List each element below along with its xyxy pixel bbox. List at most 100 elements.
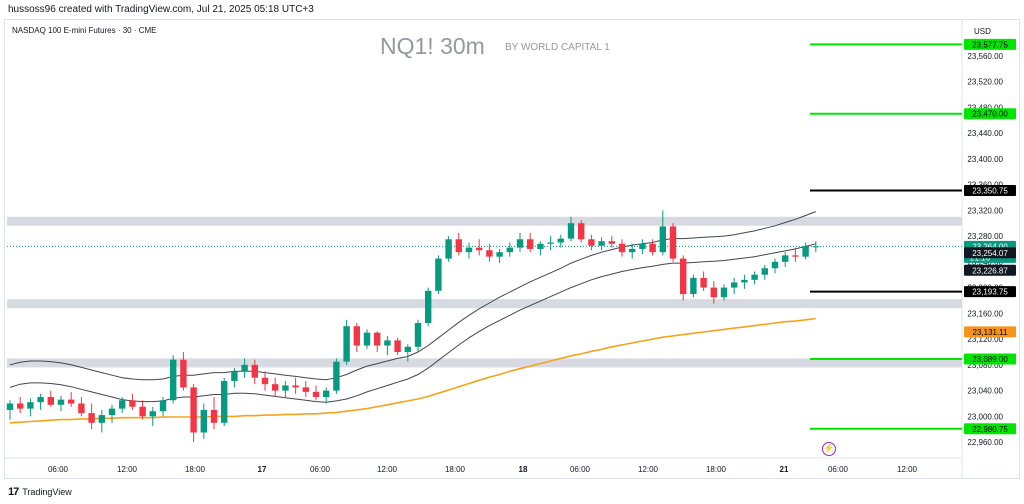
candle-body bbox=[210, 409, 218, 423]
candle-body bbox=[27, 402, 34, 409]
candle-body bbox=[812, 246, 819, 248]
tradingview-logo-text: TradingView bbox=[22, 487, 72, 497]
candle-body bbox=[435, 258, 442, 291]
candle-body bbox=[221, 380, 228, 423]
candle-body bbox=[394, 340, 401, 352]
level-price-tag-bg bbox=[964, 108, 1016, 120]
candle bbox=[496, 248, 503, 264]
candle bbox=[404, 344, 411, 362]
candle-body bbox=[782, 255, 789, 262]
candle bbox=[414, 319, 422, 352]
price-tick-label: 23,520.00 bbox=[967, 78, 1003, 87]
candle-body bbox=[465, 247, 473, 253]
candle-body bbox=[445, 239, 452, 259]
candle-body bbox=[190, 387, 197, 433]
sr-zone bbox=[7, 299, 962, 309]
lightning-alert-icon[interactable]: ⚡ bbox=[822, 442, 836, 456]
candle bbox=[649, 239, 656, 256]
time-tick-label: 18:00 bbox=[185, 465, 206, 474]
candle-body bbox=[261, 377, 269, 385]
candle-body bbox=[527, 239, 534, 249]
level-price-tag-bg bbox=[964, 353, 1016, 365]
time-tick-label: 17 bbox=[258, 465, 267, 474]
candle bbox=[455, 232, 462, 256]
candles bbox=[6, 210, 819, 443]
price-tick-label: 23,040.00 bbox=[967, 387, 1003, 396]
candle bbox=[639, 239, 646, 255]
price-tick-label: 23,320.00 bbox=[967, 206, 1003, 215]
currency-label[interactable]: USD bbox=[974, 27, 991, 36]
level-price-tag-bg bbox=[964, 185, 1016, 197]
candle-body bbox=[761, 268, 768, 275]
candle bbox=[690, 274, 697, 298]
candle-body bbox=[302, 387, 309, 392]
candle-body bbox=[231, 371, 238, 381]
candle-body bbox=[88, 413, 95, 423]
indicator-lines bbox=[9, 211, 816, 424]
candle bbox=[527, 232, 534, 253]
price-tick-label: 23,440.00 bbox=[967, 129, 1003, 138]
candle bbox=[282, 380, 289, 398]
candle bbox=[129, 393, 136, 410]
support-resistance-zones bbox=[7, 216, 962, 368]
candle-body bbox=[139, 406, 146, 417]
time-axis[interactable]: 06:00 12:00 18:00 17 06:00 12:00 18:00 18 06:00 1… bbox=[5, 457, 962, 474]
time-tick-label: 06:00 bbox=[570, 465, 591, 474]
candle-body bbox=[78, 403, 85, 414]
candle-body bbox=[251, 364, 258, 378]
candle-body bbox=[292, 385, 299, 388]
candle bbox=[302, 380, 309, 398]
candle bbox=[394, 337, 401, 356]
level-price-tag-bg bbox=[964, 423, 1016, 435]
candle-body bbox=[425, 290, 432, 323]
candle bbox=[761, 265, 768, 280]
candle-body bbox=[710, 287, 717, 298]
candle-body bbox=[771, 261, 779, 269]
candle bbox=[333, 358, 340, 394]
candle bbox=[782, 252, 789, 267]
candle bbox=[751, 271, 758, 285]
candle bbox=[547, 236, 554, 251]
horizontal-levels[interactable] bbox=[7, 43, 962, 430]
candle bbox=[251, 359, 258, 385]
candle bbox=[384, 335, 391, 356]
candle-body bbox=[537, 243, 544, 249]
candle bbox=[374, 331, 381, 352]
candle bbox=[190, 384, 197, 443]
candle-body bbox=[629, 248, 636, 253]
candle bbox=[425, 287, 432, 327]
symbol-description[interactable]: NASDAQ 100 E-mini Futures · 30 · CME bbox=[12, 26, 157, 35]
candle bbox=[170, 355, 177, 404]
candle-body bbox=[312, 391, 320, 398]
candle-body bbox=[68, 399, 75, 404]
candle bbox=[792, 247, 799, 262]
candle bbox=[516, 232, 524, 253]
candle bbox=[720, 284, 728, 301]
candle bbox=[741, 274, 748, 289]
price-tick-label: 23,160.00 bbox=[967, 309, 1003, 318]
candle-body bbox=[343, 326, 350, 362]
candle bbox=[98, 409, 105, 433]
time-tick-label: 06:00 bbox=[48, 465, 69, 474]
candle-body bbox=[639, 243, 646, 249]
current-price-tag: 23,264.00 bbox=[972, 242, 1008, 251]
candle bbox=[139, 400, 146, 420]
candle-body bbox=[588, 239, 595, 246]
band-upper-line bbox=[9, 211, 816, 381]
candle bbox=[700, 271, 707, 291]
candle bbox=[710, 281, 717, 304]
candle bbox=[353, 322, 360, 352]
candle-body bbox=[404, 346, 411, 352]
price-tick-label: 23,480.00 bbox=[967, 103, 1003, 112]
time-tick-label: 12:00 bbox=[377, 465, 398, 474]
sr-zone bbox=[7, 216, 962, 226]
tradingview-logo[interactable]: 17 TradingView bbox=[8, 486, 72, 498]
price-tick-label: 23,080.00 bbox=[967, 361, 1003, 370]
candle-body bbox=[17, 403, 24, 409]
watermark-subtitle: BY WORLD CAPITAL 1 bbox=[505, 42, 610, 53]
candle-body bbox=[363, 332, 371, 346]
candle-body bbox=[414, 322, 422, 347]
candle-body bbox=[159, 400, 167, 412]
candle bbox=[108, 404, 116, 423]
